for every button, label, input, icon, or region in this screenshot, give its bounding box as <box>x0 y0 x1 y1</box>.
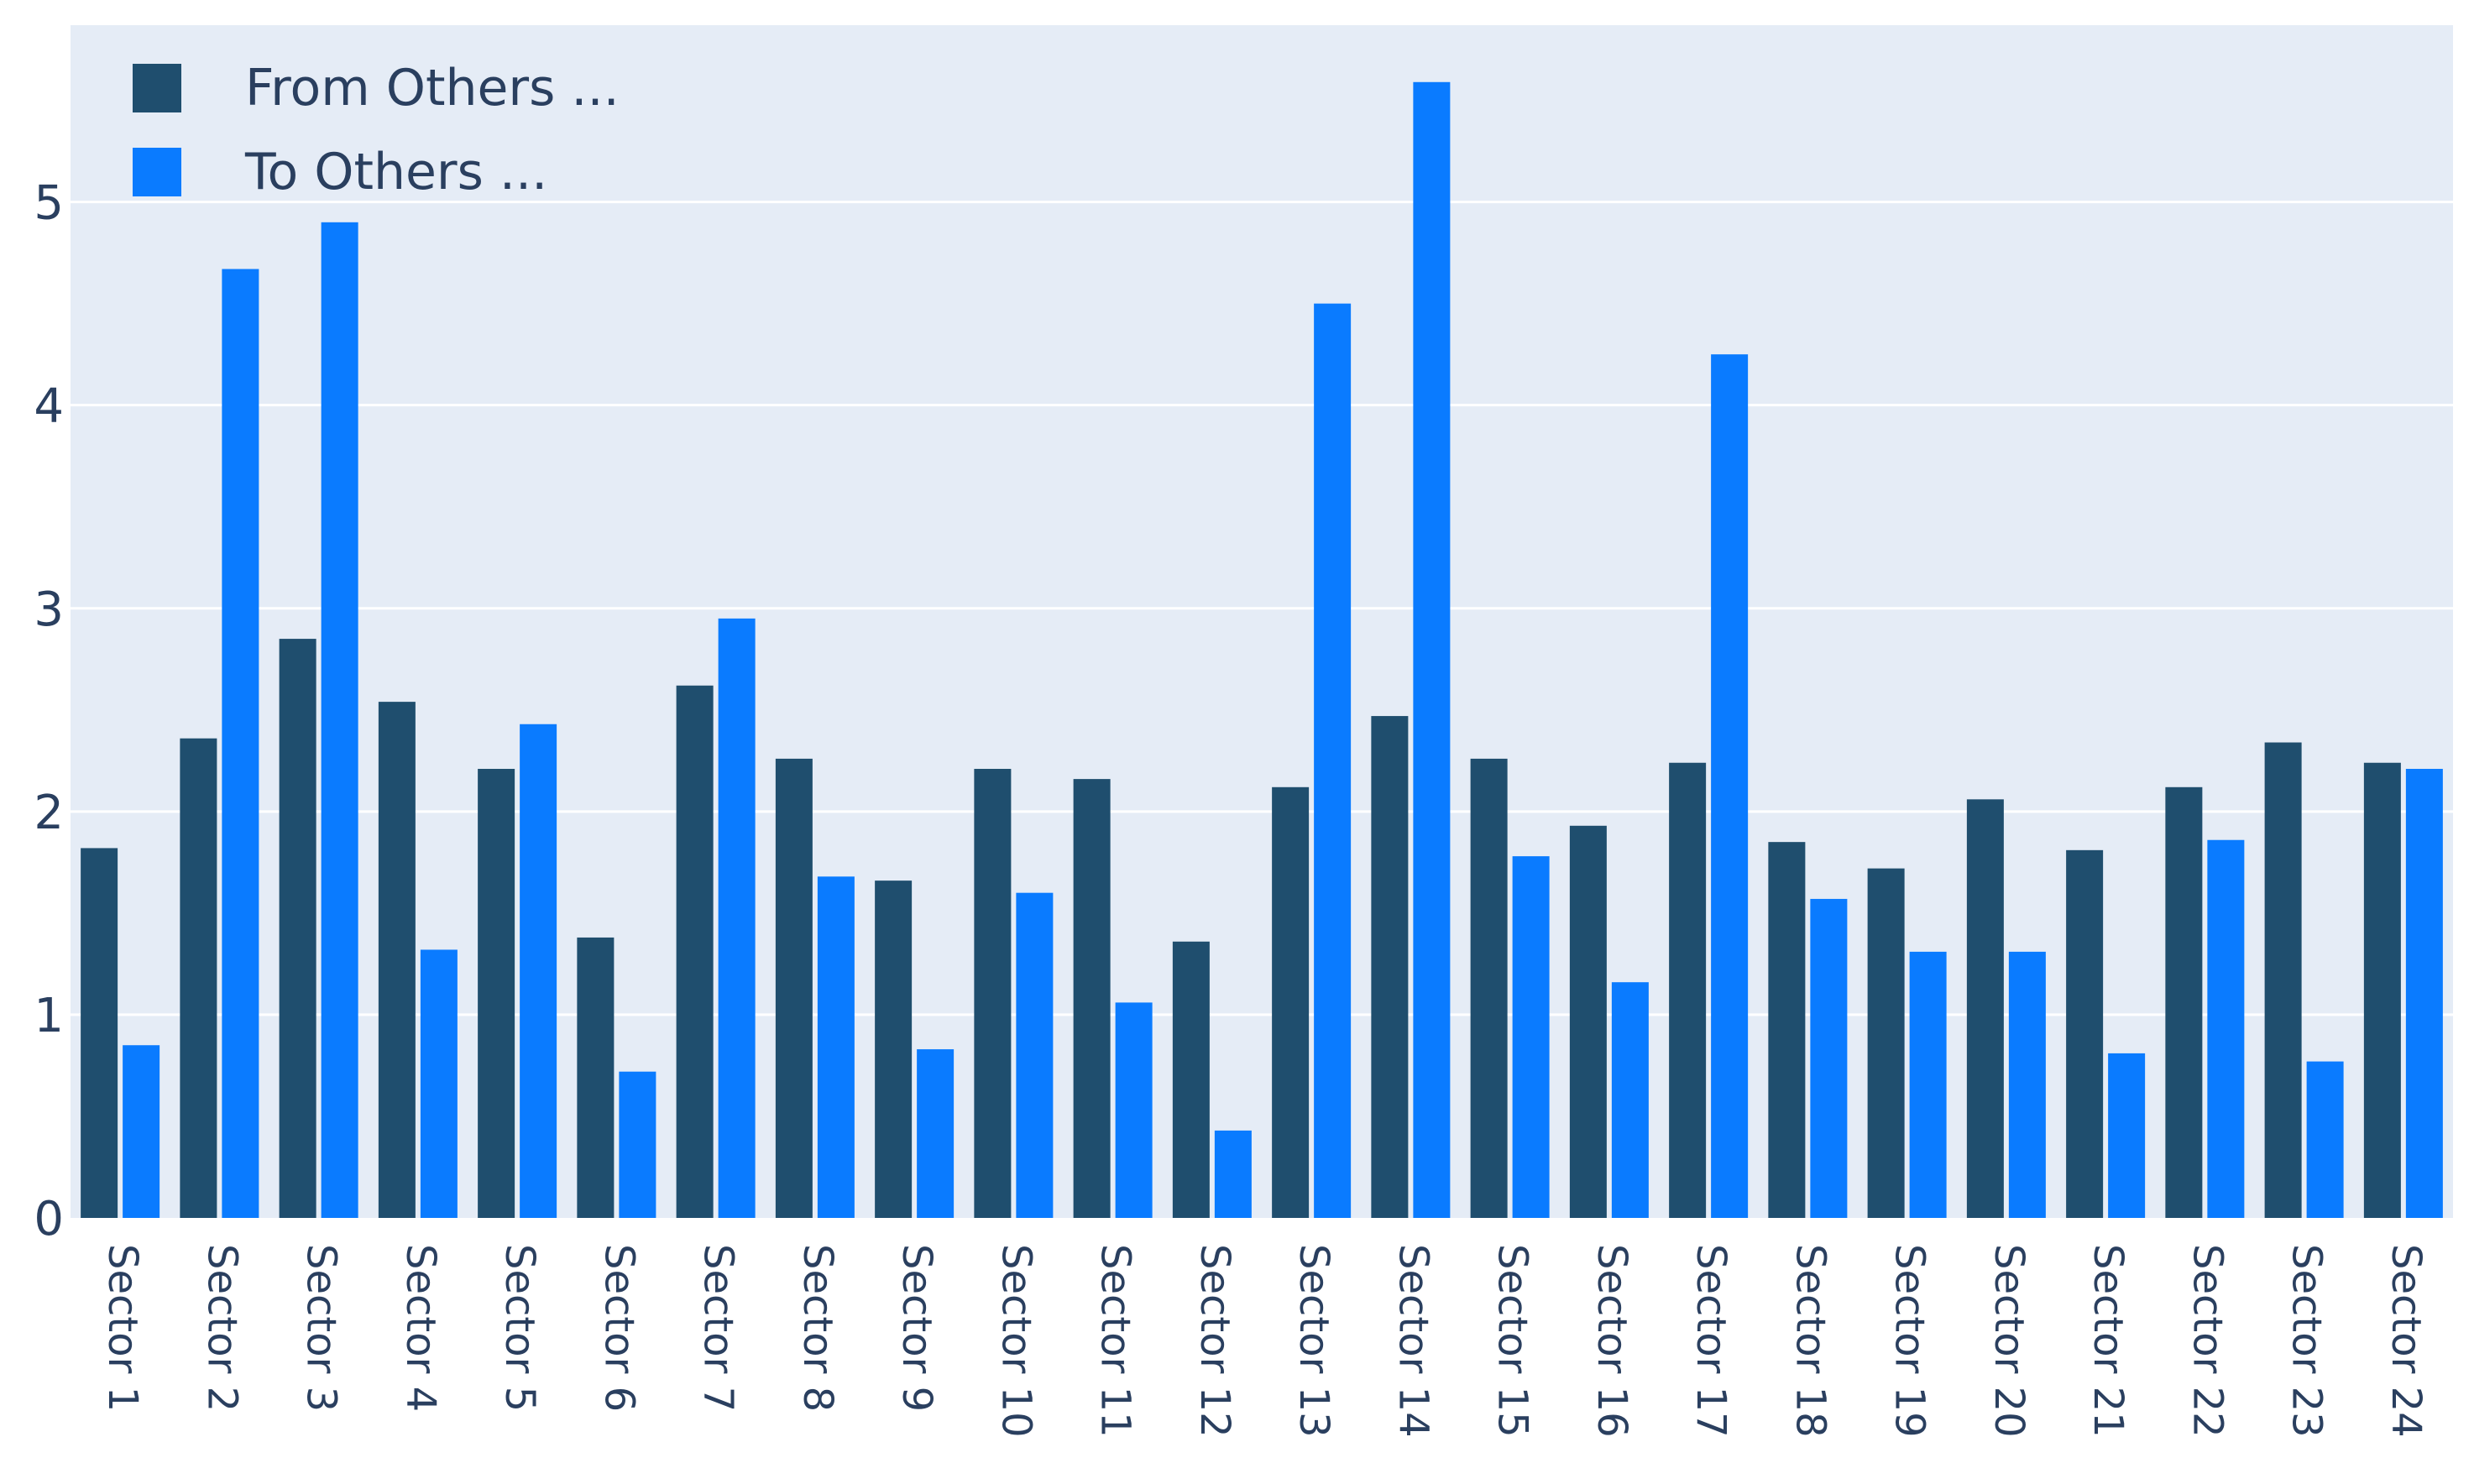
bar-from-others-4[interactable] <box>378 702 416 1218</box>
bar-from-others-6[interactable] <box>577 937 615 1218</box>
x-tick-label: Sector 13 <box>1290 1244 1337 1438</box>
x-tick-label: Sector 18 <box>1786 1244 1833 1438</box>
y-tick-label: 5 <box>34 176 64 231</box>
bar-to-others-24[interactable] <box>2405 769 2443 1218</box>
legend[interactable]: From Others ... To Others ... <box>133 59 620 201</box>
bar-to-others-19[interactable] <box>1909 951 1947 1218</box>
x-tick-label: Sector 24 <box>2382 1244 2430 1438</box>
x-tick-label: Sector 8 <box>794 1244 841 1412</box>
bar-to-others-9[interactable] <box>917 1049 955 1218</box>
y-tick-label: 1 <box>34 989 64 1043</box>
x-tick-label: Sector 20 <box>1985 1244 2032 1438</box>
y-axis-ticks: 0 1 2 3 4 5 <box>34 176 64 1246</box>
bar-from-others-23[interactable] <box>2264 742 2302 1218</box>
bar-from-others-1[interactable] <box>81 848 118 1218</box>
bar-from-others-9[interactable] <box>875 880 913 1218</box>
bar-from-others-18[interactable] <box>1768 842 1806 1218</box>
bar-from-others-17[interactable] <box>1669 762 1707 1218</box>
x-tick-label: Sector 5 <box>496 1244 543 1412</box>
gridlines <box>71 201 2453 1016</box>
x-tick-label: Sector 7 <box>695 1244 742 1412</box>
bar-from-others-13[interactable] <box>1272 786 1310 1218</box>
x-tick-label: Sector 3 <box>298 1244 345 1412</box>
legend-label[interactable]: From Others ... <box>245 59 620 118</box>
x-tick-label: Sector 21 <box>2084 1244 2131 1438</box>
bar-from-others-21[interactable] <box>2066 849 2104 1218</box>
bars <box>81 81 2443 1219</box>
legend-swatch[interactable] <box>133 64 181 112</box>
y-tick-label: 2 <box>34 786 64 840</box>
x-tick-label: Sector 16 <box>1588 1244 1635 1438</box>
bar-to-others-8[interactable] <box>817 876 855 1218</box>
bar-to-others-6[interactable] <box>619 1071 656 1218</box>
x-tick-label: Sector 23 <box>2283 1244 2330 1438</box>
bar-to-others-15[interactable] <box>1512 856 1550 1218</box>
x-tick-label: Sector 10 <box>992 1244 1039 1438</box>
bar-to-others-20[interactable] <box>2008 951 2046 1218</box>
bar-to-others-21[interactable] <box>2108 1053 2146 1218</box>
bar-from-others-8[interactable] <box>775 758 813 1218</box>
x-tick-label: Sector 19 <box>1886 1244 1933 1438</box>
x-tick-label: Sector 2 <box>198 1244 245 1412</box>
x-tick-label: Sector 17 <box>1687 1244 1734 1438</box>
bar-from-others-14[interactable] <box>1371 716 1409 1218</box>
bar-from-others-22[interactable] <box>2165 786 2203 1218</box>
bar-from-others-16[interactable] <box>1569 825 1607 1218</box>
bar-to-others-18[interactable] <box>1810 898 1848 1218</box>
bar-to-others-22[interactable] <box>2207 839 2245 1218</box>
bar-from-others-19[interactable] <box>1867 868 1905 1218</box>
bar-to-others-10[interactable] <box>1016 892 1054 1218</box>
bar-to-others-17[interactable] <box>1711 354 1749 1218</box>
bar-from-others-5[interactable] <box>478 769 515 1218</box>
bar-from-others-12[interactable] <box>1172 941 1210 1218</box>
x-tick-label: Sector 9 <box>893 1244 940 1412</box>
x-axis-ticks: Sector 1 Sector 2 Sector 3 Sector 4 Sector 5… <box>99 1244 2430 1438</box>
plot-background <box>71 25 2453 1218</box>
bar-from-others-10[interactable] <box>974 769 1012 1218</box>
x-tick-label: Sector 22 <box>2184 1244 2231 1438</box>
x-tick-label: Sector 4 <box>397 1244 444 1412</box>
bar-from-others-20[interactable] <box>1966 799 2004 1218</box>
legend-label[interactable]: To Others ... <box>244 143 547 201</box>
y-tick-label: 0 <box>34 1192 64 1246</box>
bar-to-others-13[interactable] <box>1314 303 1352 1219</box>
x-tick-label: Sector 11 <box>1092 1244 1139 1438</box>
x-tick-label: Sector 12 <box>1191 1244 1238 1438</box>
x-tick-label: Sector 15 <box>1489 1244 1536 1438</box>
bar-to-others-5[interactable] <box>520 724 557 1218</box>
bar-from-others-2[interactable] <box>180 738 217 1218</box>
y-tick-label: 4 <box>34 379 64 434</box>
bar-from-others-3[interactable] <box>279 639 316 1218</box>
bar-to-others-4[interactable] <box>420 949 458 1218</box>
y-tick-label: 3 <box>34 583 64 637</box>
bar-to-others-12[interactable] <box>1214 1130 1252 1218</box>
bar-to-others-11[interactable] <box>1115 1002 1153 1218</box>
bar-to-others-3[interactable] <box>321 222 358 1218</box>
bar-to-others-23[interactable] <box>2306 1061 2344 1218</box>
bar-from-others-15[interactable] <box>1470 758 1508 1218</box>
bar-to-others-1[interactable] <box>123 1045 160 1218</box>
x-tick-label: Sector 1 <box>99 1244 146 1412</box>
x-tick-label: Sector 14 <box>1389 1244 1436 1438</box>
bar-to-others-2[interactable] <box>222 269 259 1219</box>
bar-from-others-24[interactable] <box>2363 762 2401 1218</box>
bar-from-others-7[interactable] <box>676 685 714 1218</box>
bar-to-others-14[interactable] <box>1413 81 1451 1218</box>
bar-to-others-16[interactable] <box>1611 982 1649 1218</box>
bar-to-others-7[interactable] <box>718 618 756 1218</box>
x-tick-label: Sector 6 <box>595 1244 642 1412</box>
bar-from-others-11[interactable] <box>1073 779 1111 1218</box>
legend-swatch[interactable] <box>133 148 181 196</box>
